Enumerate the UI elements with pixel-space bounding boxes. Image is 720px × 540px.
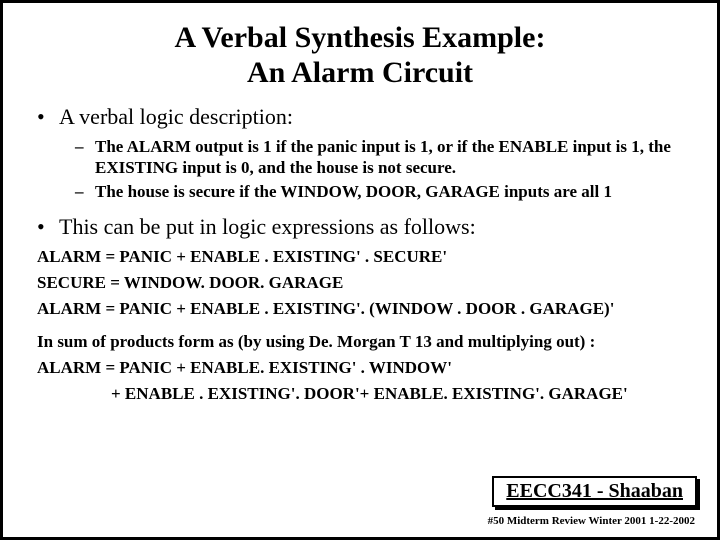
sop-line-2: + ENABLE . EXISTING'. DOOR'+ ENABLE. EXI… — [111, 383, 689, 405]
bullet-2-text: This can be put in logic expressions as … — [59, 214, 476, 240]
footer-meta: #50 Midterm Review Winter 2001 1-22-2002 — [488, 515, 695, 527]
bullet-1: • A verbal logic description: — [37, 104, 689, 130]
bullet-1b-text: The house is secure if the WINDOW, DOOR,… — [95, 181, 612, 202]
bullet-1a: – The ALARM output is 1 if the panic inp… — [75, 136, 689, 179]
bullet-1-text: A verbal logic description: — [59, 104, 293, 130]
equation-2: SECURE = WINDOW. DOOR. GARAGE — [37, 272, 689, 295]
bullet-dash-icon: – — [75, 181, 95, 202]
bullet-dot-icon: • — [37, 104, 59, 130]
bullet-dash-icon: – — [75, 136, 95, 179]
slide-title: A Verbal Synthesis Example: An Alarm Cir… — [31, 21, 689, 90]
bullet-1b: – The house is secure if the WINDOW, DOO… — [75, 181, 689, 202]
sop-intro: In sum of products form as (by using De.… — [37, 331, 689, 353]
equation-3: ALARM = PANIC + ENABLE . EXISTING'. (WIN… — [37, 298, 689, 321]
footer-course-box: EECC341 - Shaaban — [492, 476, 697, 507]
sop-line-1: ALARM = PANIC + ENABLE. EXISTING' . WIND… — [37, 357, 689, 380]
footer-course-text: EECC341 - Shaaban — [506, 480, 683, 502]
bullet-2: • This can be put in logic expressions a… — [37, 214, 689, 240]
equation-1: ALARM = PANIC + ENABLE . EXISTING' . SEC… — [37, 246, 689, 269]
bullet-dot-icon: • — [37, 214, 59, 240]
title-line-1: A Verbal Synthesis Example: — [175, 21, 546, 54]
title-line-2: An Alarm Circuit — [247, 56, 473, 89]
bullet-1a-text: The ALARM output is 1 if the panic input… — [95, 136, 689, 179]
slide-frame: A Verbal Synthesis Example: An Alarm Cir… — [0, 0, 720, 540]
